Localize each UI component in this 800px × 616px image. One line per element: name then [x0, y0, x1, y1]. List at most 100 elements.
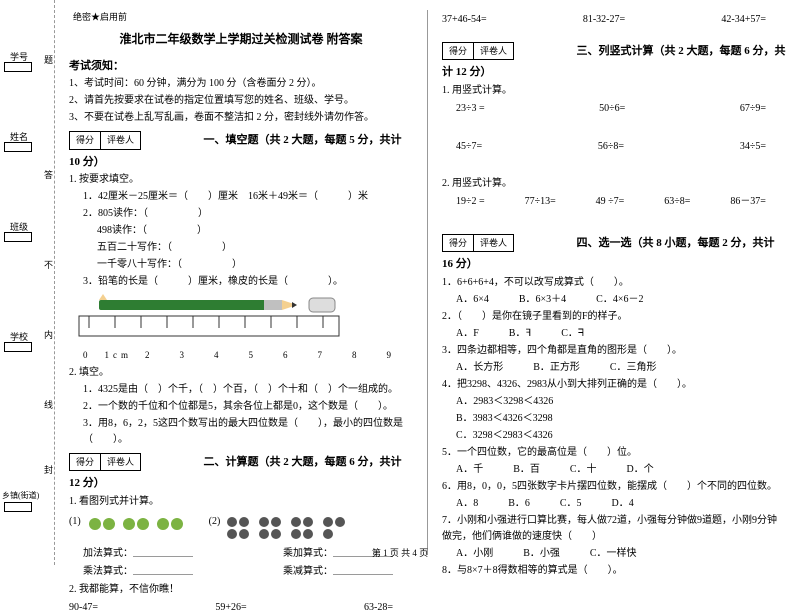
calc-row: 37+46-54= 81-32-27= 42-34+57= — [442, 12, 786, 28]
calc: 23÷3 = — [456, 101, 485, 117]
question: 2. 我都能算，不信你瞧！ — [69, 582, 413, 598]
formula-row: 乘法算式：＿＿＿＿＿＿ 乘减算式：＿＿＿＿＿＿ — [69, 564, 413, 580]
question-sub: 3．用8，6，2，5这四个数写出的最大四位数是（ ），最小的四位数是（ ）。 — [69, 416, 413, 448]
field-box[interactable] — [4, 62, 32, 72]
question-sub: 2．一个数的千位和个位都是5，其余各位上都是0，这个数是（ ）。 — [69, 399, 413, 415]
calc: 67÷9= — [740, 101, 766, 117]
margin-note: 不 — [42, 260, 55, 269]
calc: 63-28= — [364, 600, 393, 616]
field-box[interactable] — [4, 502, 32, 512]
field-box[interactable] — [4, 142, 32, 152]
notice-item: 1、考试时间：60 分钟，满分为 100 分（含卷面分 2 分）。 — [69, 76, 413, 92]
question: 2. 用竖式计算。 — [442, 176, 786, 192]
calc: 81-32-27= — [583, 12, 625, 28]
score-cell: 评卷人 — [101, 132, 140, 148]
calc: 42-34+57= — [721, 12, 766, 28]
calc: 34÷5= — [740, 139, 766, 155]
calc: 63÷8= — [664, 194, 690, 210]
question-sub: 2．805读作：（ ） — [69, 206, 413, 222]
options: A．8 B．6 C．5 D．4 — [442, 496, 786, 512]
binding-margin: 答 不 内 线 封 题 学号 姓名 班级 学校 乡镇(街道) — [0, 0, 55, 565]
options: A．F B．ꟻ C．ᖷ — [442, 326, 786, 342]
option: B．3983＜4326＜3298 — [442, 411, 786, 427]
score-box: 得分 评卷人 — [69, 131, 141, 149]
confidential-tag: 绝密★启用前 — [69, 10, 413, 24]
margin-note: 线 — [42, 400, 55, 409]
calc: 19÷2 = — [456, 194, 485, 210]
calc: 49 ÷7= — [596, 194, 625, 210]
margin-note: 封 — [42, 465, 55, 474]
score-cell: 评卷人 — [474, 235, 513, 251]
calc-row: 23÷3 = 50÷6= 67÷9= — [442, 101, 786, 117]
calc: 90-47= — [69, 600, 98, 616]
notice-item: 2、请首先按要求在试卷的指定位置填写您的姓名、班级、学号。 — [69, 93, 413, 109]
question: 5．一个四位数，它的最高位是（ ）位。 — [442, 445, 786, 461]
question: 4．把3298、4326、2983从小到大排列正确的是（ ）。 — [442, 377, 786, 393]
notice-title: 考试须知： — [69, 58, 413, 76]
calc: 59+26= — [215, 600, 246, 616]
score-box: 得分 评卷人 — [442, 234, 514, 252]
flower-icon — [85, 514, 205, 542]
score-cell: 评卷人 — [101, 454, 140, 470]
field-box[interactable] — [4, 232, 32, 242]
question-sub: 1．4325是由（ ）个千，（ ）个百，（ ）个十和（ ）个一组成的。 — [69, 382, 413, 398]
calc: 45÷7= — [456, 139, 482, 155]
margin-note: 内 — [42, 330, 55, 339]
right-column: 37+46-54= 81-32-27= 42-34+57= 得分 评卷人 三、列… — [428, 0, 800, 565]
group-label: (2) — [209, 514, 221, 530]
flower-groups: (1) (2) — [69, 514, 413, 542]
calc-row: 45÷7= 56÷8= 34÷5= — [442, 139, 786, 155]
calc-row: 19÷2 = 77÷13= 49 ÷7= 63÷8= 86－37= — [442, 194, 786, 210]
score-cell: 得分 — [70, 132, 101, 148]
margin-note: 答 — [42, 170, 55, 179]
question: 2．（ ）是你在镜子里看到的F的样子。 — [442, 309, 786, 325]
pencil-ruler-svg — [69, 292, 349, 342]
page: 答 不 内 线 封 题 学号 姓名 班级 学校 乡镇(街道) 绝密★启用前 淮北… — [0, 0, 800, 565]
question: 2. 填空。 — [69, 365, 413, 381]
content-columns: 绝密★启用前 淮北市二年级数学上学期过关检测试卷 附答案 考试须知： 1、考试时… — [55, 0, 800, 565]
ruler-labels: 0 1cm 2 3 4 5 6 7 8 9 — [69, 348, 413, 362]
question: 6．用8，0，0，5四张数字卡片摆四位数，能摆成（ ）个不同的四位数。 — [442, 479, 786, 495]
options: A．千 B．百 C．十 D．个 — [442, 462, 786, 478]
calc: 77÷13= — [525, 194, 556, 210]
question-sub: 一千零八十写作：（ ） — [69, 257, 413, 273]
question-sub: 3．铅笔的长是（ ）厘米，橡皮的长是（ ）。 — [69, 274, 413, 290]
question-sub: 1．42厘米－25厘米＝（ ）厘米 16米＋49米＝（ ）米 — [69, 189, 413, 205]
options: A．6×4 B．6×3＋4 C．4×6－2 — [442, 292, 786, 308]
group-label: (1) — [69, 514, 81, 530]
score-cell: 得分 — [443, 235, 474, 251]
page-footer: 第 1 页 共 4 页 — [0, 546, 800, 559]
score-cell: 评卷人 — [474, 43, 513, 59]
question: 8．与8×7＋8得数相等的算式是（ ）。 — [442, 563, 786, 579]
question: 1. 按要求填空。 — [69, 172, 413, 188]
calc: 50÷6= — [599, 101, 625, 117]
calc-row: 90-47= 59+26= 63-28= — [69, 600, 413, 616]
field-box[interactable] — [4, 342, 32, 352]
paper-title: 淮北市二年级数学上学期过关检测试卷 附答案 — [69, 30, 413, 49]
formula-label: 乘减算式：＿＿＿＿＿＿ — [283, 564, 393, 580]
flower-icon — [224, 514, 354, 542]
question: 7．小刚和小强进行口算比赛，每人做72道，小强每分钟做9道题，小刚9分钟做完，他… — [442, 513, 786, 545]
options: A．长方形 B．正方形 C．三角形 — [442, 360, 786, 376]
option: C．3298＜2983＜4326 — [442, 428, 786, 444]
question: 1. 看图列式并计算。 — [69, 494, 413, 510]
calc: 86－37= — [730, 194, 766, 210]
score-box: 得分 评卷人 — [69, 453, 141, 471]
question-sub: 498读作：（ ） — [69, 223, 413, 239]
score-box: 得分 评卷人 — [442, 42, 514, 60]
score-cell: 得分 — [443, 43, 474, 59]
question: 1. 用竖式计算。 — [442, 83, 786, 99]
ruler-illustration: 0 1cm 2 3 4 5 6 7 8 9 — [69, 292, 413, 362]
question-sub: 五百二十写作：（ ） — [69, 240, 413, 256]
calc: 56÷8= — [598, 139, 624, 155]
notice-item: 3、不要在试卷上乱写乱画，卷面不整洁扣 2 分，密封线外请勿作答。 — [69, 110, 413, 126]
margin-note: 题 — [42, 55, 55, 64]
question: 3．四条边都相等，四个角都是直角的图形是（ ）。 — [442, 343, 786, 359]
formula-label: 乘法算式：＿＿＿＿＿＿ — [69, 564, 193, 580]
left-column: 绝密★启用前 淮北市二年级数学上学期过关检测试卷 附答案 考试须知： 1、考试时… — [55, 0, 427, 565]
question: 1．6+6+6+4，不可以改写成算式（ ）。 — [442, 275, 786, 291]
field-label: 乡镇(街道) — [2, 490, 39, 501]
calc: 37+46-54= — [442, 12, 487, 28]
score-cell: 得分 — [70, 454, 101, 470]
option: A．2983＜3298＜4326 — [442, 394, 786, 410]
